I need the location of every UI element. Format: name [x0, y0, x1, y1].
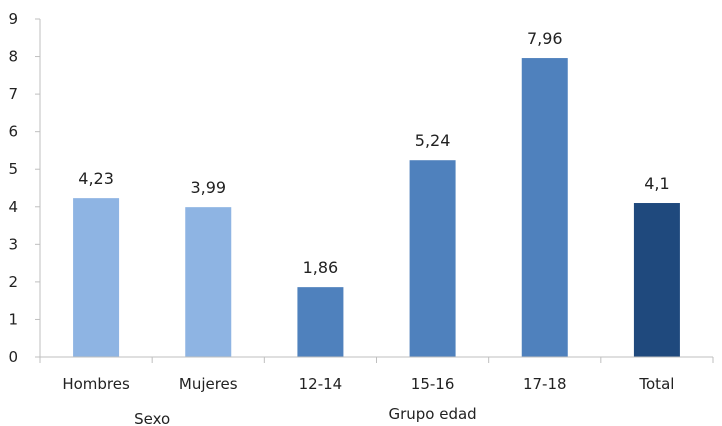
data-labels: 4,23 3,99 1,86 5,24 7,96 4,1 [78, 29, 669, 277]
group-label: Sexo [134, 410, 170, 426]
y-tick-label: 4 [8, 198, 18, 216]
bar [409, 160, 456, 357]
y-tick-label: 1 [8, 310, 18, 328]
data-label: 3,99 [190, 178, 226, 197]
data-label: 5,24 [415, 131, 451, 150]
group-labels: Sexo Grupo edad [134, 405, 477, 426]
group-label: Grupo edad [388, 405, 476, 423]
category-label: 15-16 [411, 375, 455, 393]
category-label: Hombres [62, 375, 130, 393]
bar [73, 198, 120, 357]
y-tick-label: 2 [8, 273, 18, 291]
data-label: 7,96 [527, 29, 563, 48]
y-axis: 0 1 2 3 4 5 6 7 8 9 [8, 10, 41, 366]
data-label: 4,23 [78, 169, 114, 188]
category-label: 12-14 [299, 375, 343, 393]
y-tick-label: 3 [8, 235, 18, 253]
x-axis: Hombres Mujeres 12-14 15-16 17-18 Total [39, 356, 714, 393]
y-tick-label: 7 [8, 85, 18, 103]
category-label: 17-18 [523, 375, 567, 393]
category-label: Mujeres [179, 375, 238, 393]
bar [521, 58, 568, 358]
y-tick-label: 5 [8, 160, 18, 178]
bars [73, 58, 680, 358]
category-label: Total [638, 375, 674, 393]
bar [297, 287, 344, 357]
bar [185, 207, 232, 357]
y-tick-label: 8 [8, 48, 18, 66]
y-tick-label: 6 [8, 123, 18, 141]
data-label: 4,1 [644, 174, 669, 193]
data-label: 1,86 [303, 258, 339, 277]
bar [633, 203, 680, 357]
y-tick-label: 9 [8, 10, 18, 28]
y-tick-label: 0 [8, 348, 18, 366]
